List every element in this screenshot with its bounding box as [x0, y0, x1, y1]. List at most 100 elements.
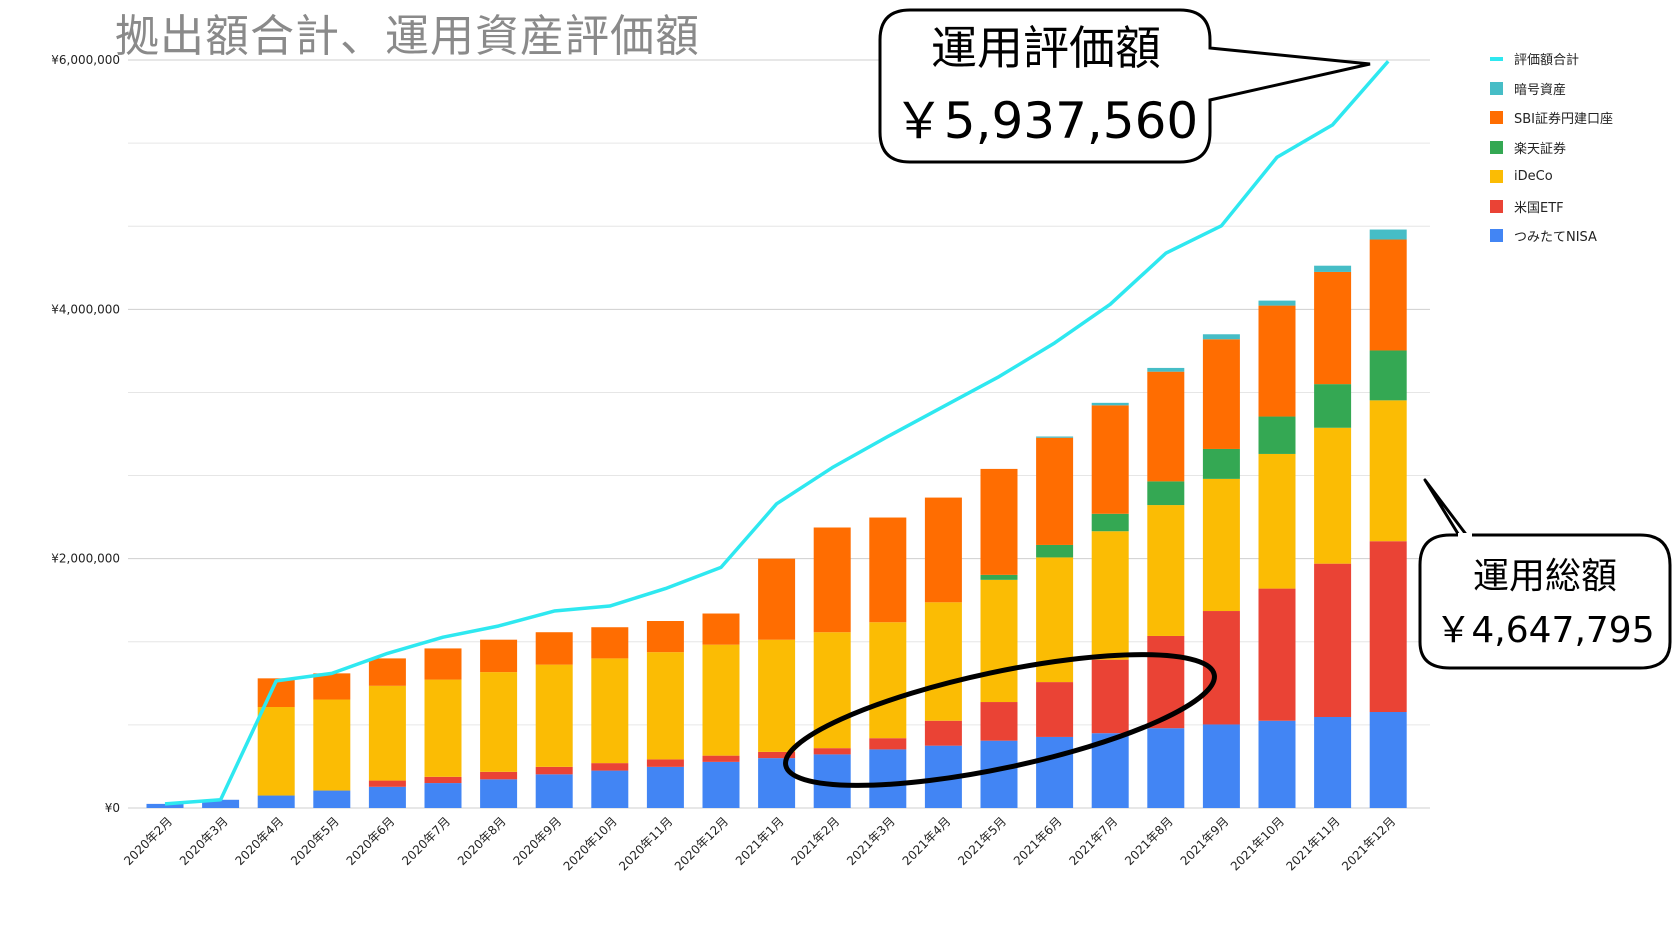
bar-segment [869, 738, 907, 750]
bar-segment [591, 770, 629, 808]
legend-label: つみたてNISA [1514, 230, 1597, 246]
bar-segment [1314, 265, 1352, 272]
legend-item: SBI証券円建口座 [1490, 103, 1613, 133]
bar-segment [1369, 229, 1407, 240]
legend-item-line: 評価額合計 [1490, 44, 1613, 74]
callout-top-value: ￥5,937,560 [894, 92, 1198, 150]
x-tick-label: 2021年7月 [1066, 814, 1120, 868]
legend-item: iDeCo [1490, 162, 1613, 192]
callout-top-bubble [878, 8, 1371, 164]
bar-segment [980, 468, 1018, 575]
bar-segment [1147, 371, 1185, 482]
x-tick-label: 2020年9月 [510, 814, 564, 868]
legend-item: 楽天証券 [1490, 133, 1613, 163]
x-tick-label: 2021年3月 [844, 814, 898, 868]
bar-segment [1147, 481, 1185, 506]
bar-segment [480, 672, 518, 772]
bar-segment [702, 613, 740, 645]
bar-segment [591, 627, 629, 659]
bar-segment [646, 652, 684, 760]
bar-segment [1036, 544, 1074, 558]
x-axis-tick-labels: 2020年2月 2020年3月 2020年4月 2020年5月 2020年6月 2020年… [121, 814, 1398, 873]
y-axis-tick-labels: ¥0 ¥2,000,000 ¥4,000,000 ¥6,000,000 [51, 53, 120, 815]
bar-segment [1202, 339, 1240, 449]
line-series-total [164, 60, 1390, 806]
bar-segment [202, 799, 240, 808]
callout-right: 運用総額 ￥4,647,795 [1418, 478, 1672, 670]
bar-segment [1091, 531, 1129, 660]
bar-segment [1258, 300, 1296, 306]
bar-segment [535, 664, 573, 767]
y-tick-label: ¥2,000,000 [51, 552, 120, 566]
bar-segment [368, 658, 406, 686]
bar-segment [646, 766, 684, 808]
bar-segment [313, 790, 351, 808]
legend-swatch [1490, 199, 1503, 213]
bar-segment [480, 779, 518, 808]
bar-segment [1369, 400, 1407, 542]
line-layer [164, 60, 1390, 806]
bar-segment [1036, 437, 1074, 545]
bar-segment [368, 685, 406, 781]
callout-right-pointer [1423, 478, 1470, 538]
callout-right-value: ￥4,647,795 [1435, 610, 1654, 651]
legend-swatch [1490, 170, 1503, 184]
bar-segment [1091, 513, 1129, 532]
bar-segment [980, 740, 1018, 808]
bar-segment [1258, 588, 1296, 721]
bar-segment [480, 771, 518, 780]
x-tick-label: 2020年8月 [455, 814, 509, 868]
bar-segment [924, 497, 962, 603]
legend-swatch [1490, 229, 1503, 243]
bar-segment [980, 579, 1018, 703]
bar-segment [924, 720, 962, 746]
legend-item: つみたてNISA [1490, 221, 1613, 251]
bar-segment [1314, 427, 1352, 564]
bar-segment [424, 648, 462, 680]
bar-segment [1036, 682, 1074, 737]
legend: 評価額合計 暗号資産 SBI証券円建口座楽天証券 iDeCo 米国ETF つみたてNIS… [1490, 44, 1613, 251]
bar-segment [813, 527, 851, 633]
legend-swatch [1490, 111, 1503, 125]
callout-right-bubble [1418, 533, 1672, 670]
x-tick-label: 2021年11月 [1283, 814, 1342, 873]
y-tick-label: ¥6,000,000 [51, 53, 120, 67]
bar-segment [1091, 405, 1129, 514]
callout-top: 運用評価額 ￥5,937,560 [878, 8, 1371, 164]
bar-segment [758, 558, 796, 640]
bar-segment [1314, 563, 1352, 717]
bar-segment [758, 751, 796, 759]
legend-item: 米国ETF [1490, 192, 1613, 222]
x-tick-label: 2021年8月 [1122, 814, 1176, 868]
bar-segment [758, 639, 796, 752]
x-tick-label: 2021年1月 [733, 814, 787, 868]
bar-segment [869, 517, 907, 623]
legend-label: 楽天証券 [1514, 141, 1567, 157]
bar-segment [1147, 505, 1185, 636]
chart-title: 拠出額合計、運用資産評価額 [115, 11, 700, 62]
bar-segment [1369, 350, 1407, 401]
bar-segment [1369, 712, 1407, 808]
bar-segment [1314, 716, 1352, 808]
bar-segment [1258, 720, 1296, 808]
bar-segment [1147, 635, 1185, 729]
x-tick-label: 2020年6月 [344, 814, 398, 868]
bar-segment [424, 776, 462, 784]
x-tick-label: 2020年7月 [399, 814, 453, 868]
bar-segment [1202, 724, 1240, 808]
bar-segment [646, 759, 684, 767]
bar-segment [1147, 367, 1185, 372]
bar-segment [1036, 436, 1074, 438]
x-tick-label: 2021年12月 [1339, 814, 1398, 873]
bar-segment [869, 622, 907, 739]
x-tick-label: 2021年6月 [1011, 814, 1065, 868]
bar-segment [313, 673, 351, 700]
legend-label: 米国ETF [1514, 200, 1564, 216]
x-tick-label: 2020年10月 [561, 814, 620, 873]
bar-segment [1202, 334, 1240, 340]
bar-segment [1202, 448, 1240, 479]
legend-label: 暗号資産 [1514, 82, 1567, 98]
x-tick-label: 2021年2月 [788, 814, 842, 868]
x-tick-label: 2020年3月 [177, 814, 231, 868]
bar-segment [1369, 541, 1407, 713]
